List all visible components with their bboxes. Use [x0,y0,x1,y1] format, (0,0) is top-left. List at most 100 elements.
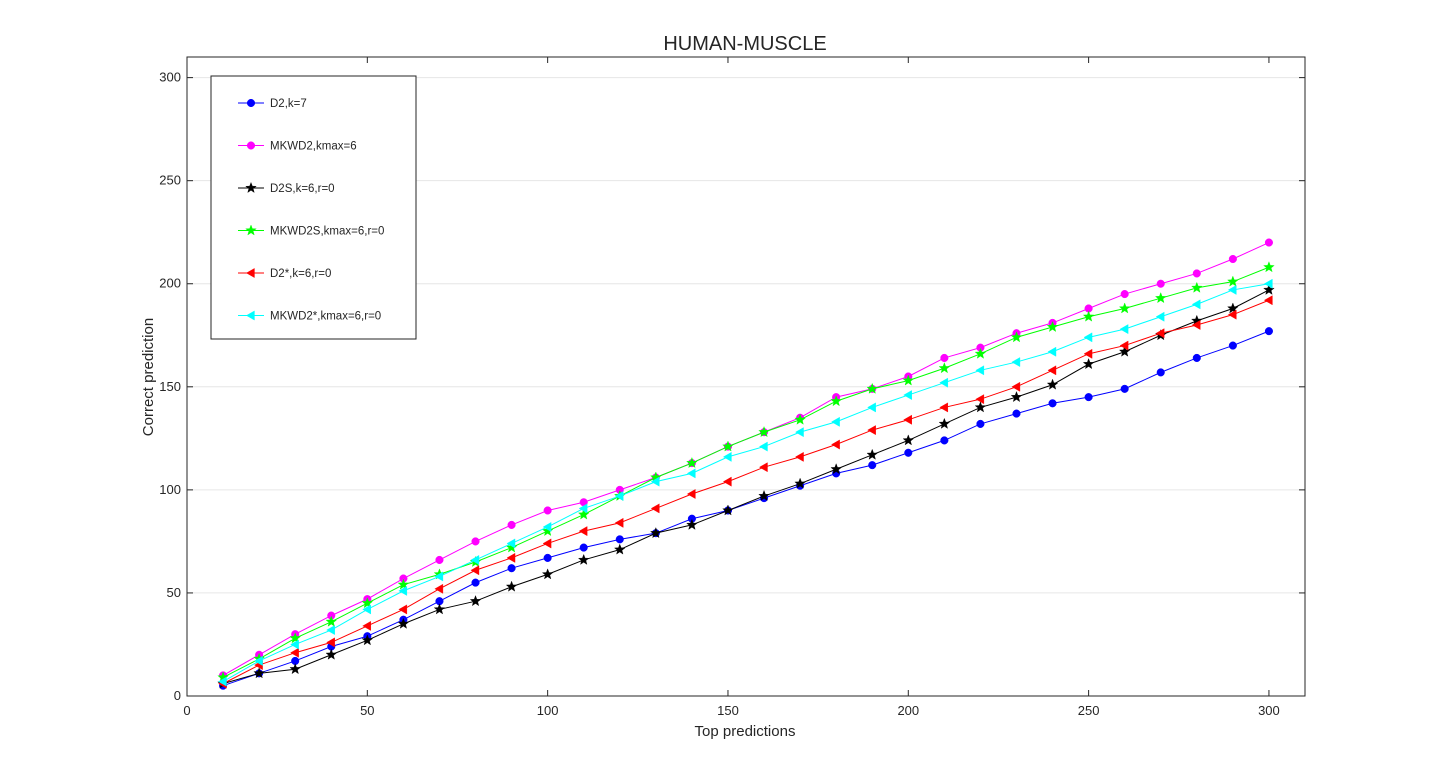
x-tick-label: 250 [1078,703,1100,718]
data-point [1154,292,1167,304]
data-point [939,402,949,413]
data-point [506,552,516,563]
data-point [759,441,768,452]
data-point [794,413,806,425]
legend-label: D2,k=7 [270,98,307,110]
data-point [1228,341,1237,350]
data-point [904,448,913,457]
data-point [543,506,552,515]
data-point [1011,381,1021,392]
data-point [397,578,410,590]
data-series [217,238,1275,690]
legend-marker [245,268,255,278]
legend-marker [246,98,256,108]
x-tick-label: 50 [360,703,374,718]
data-point [1048,399,1057,408]
legend-label: MKWD2S,kmax=6,r=0 [270,226,384,238]
data-point [577,553,590,565]
series-line [222,330,1270,687]
legend-label: MKWD2*,kmax=6,r=0 [270,311,381,323]
data-point [397,617,410,629]
data-point [650,527,662,539]
data-point [290,647,299,658]
data-point [289,663,301,675]
data-point [722,440,734,452]
data-point [976,419,985,428]
data-point [1227,302,1239,314]
data-point [290,639,299,650]
data-point [867,402,876,413]
data-point [831,416,840,427]
data-point [1012,409,1021,418]
data-point [469,595,482,607]
x-axis-label: Top predictions [695,723,796,740]
data-point [254,656,263,666]
data-point [253,667,265,679]
data-point [326,637,335,648]
data-point [398,585,408,596]
data-point [902,374,915,386]
data-point [325,648,338,660]
data-point [1118,302,1131,314]
x-tick-label: 150 [717,703,739,718]
data-point [398,604,408,615]
data-point [940,436,949,445]
data-point [758,426,770,438]
data-point [505,580,518,592]
data-point [1155,328,1165,339]
legend-marker [245,224,257,236]
series-0 [219,327,1273,690]
legend-label: D2S,k=6,r=0 [270,183,335,195]
data-point [543,553,552,562]
legend-box [210,75,417,340]
data-point [1263,295,1273,306]
y-tick-label: 0 [174,688,181,703]
data-point [433,603,446,615]
data-point [471,578,480,587]
data-point [434,583,444,594]
data-point [1191,281,1203,293]
data-point [975,365,985,376]
data-point [1263,261,1275,273]
data-point [867,425,876,436]
data-point [507,520,516,529]
data-point [1046,320,1059,332]
data-point [686,518,698,530]
data-point [1083,332,1093,343]
data-point [471,537,480,546]
x-tick-label: 0 [183,703,190,718]
data-point [794,477,806,489]
legend-entry: D2*,k=6,r=0 [238,268,331,280]
data-point [975,394,985,405]
data-point [1156,368,1165,377]
data-point [722,504,734,516]
data-point [615,535,624,544]
data-point [1191,320,1201,330]
data-point [1046,378,1059,390]
data-point [830,395,842,407]
data-point [541,568,554,580]
y-tick-label: 250 [159,173,181,188]
y-axis-label: Correct prediction [140,318,157,436]
legend-entry: D2,k=7 [238,98,307,110]
data-point [1156,279,1165,288]
data-point [362,604,371,615]
data-point [1228,254,1237,264]
data-point [1227,275,1239,287]
data-point [974,401,987,413]
y-tick-label: 200 [159,276,181,291]
data-point [939,377,949,388]
y-tick-label: 50 [167,585,181,600]
data-point [470,555,480,565]
data-point [903,390,912,400]
data-point [1082,358,1095,370]
data-point [902,434,915,446]
data-point [542,538,552,549]
data-point [325,615,338,627]
legend-marker [245,310,255,321]
data-point [830,463,842,475]
legend-entry: MKWD2*,kmax=6,r=0 [238,311,381,323]
data-point [434,571,444,582]
data-point [1192,269,1201,278]
